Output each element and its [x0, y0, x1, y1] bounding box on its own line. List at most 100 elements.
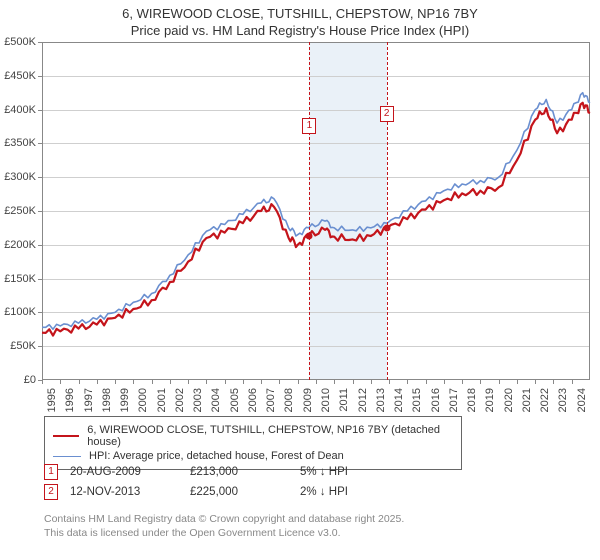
- x-tick: [42, 380, 43, 384]
- x-axis-label: 1997: [83, 388, 95, 412]
- x-axis-label: 2010: [320, 388, 332, 412]
- x-tick: [480, 380, 481, 384]
- x-tick: [407, 380, 408, 384]
- sale-marker-line: [387, 42, 388, 380]
- x-axis-label: 2014: [393, 388, 405, 412]
- x-axis-label: 2009: [302, 388, 314, 412]
- title-line-1: 6, WIREWOOD CLOSE, TUTSHILL, CHEPSTOW, N…: [0, 6, 600, 23]
- attribution: Contains HM Land Registry data © Crown c…: [44, 512, 404, 540]
- sales-price: £213,000: [190, 466, 300, 478]
- x-axis-label: 2019: [484, 388, 496, 412]
- x-axis-label: 2024: [576, 388, 588, 412]
- x-tick: [188, 380, 189, 384]
- x-tick: [371, 380, 372, 384]
- x-tick: [334, 380, 335, 384]
- sale-marker-label: 1: [302, 118, 316, 134]
- x-tick: [353, 380, 354, 384]
- x-tick: [170, 380, 171, 384]
- y-axis-label: £150K: [0, 273, 36, 285]
- x-axis-label: 2013: [375, 388, 387, 412]
- y-axis-label: £50K: [0, 340, 36, 352]
- chart-header: 6, WIREWOOD CLOSE, TUTSHILL, CHEPSTOW, N…: [0, 0, 600, 40]
- sales-row-marker: 2: [44, 484, 58, 500]
- legend-label: 6, WIREWOOD CLOSE, TUTSHILL, CHEPSTOW, N…: [87, 424, 453, 448]
- x-axis-label: 2001: [156, 388, 168, 412]
- y-axis-label: £400K: [0, 104, 36, 116]
- x-tick: [225, 380, 226, 384]
- y-axis-label: £200K: [0, 239, 36, 251]
- sale-marker-dot: [306, 233, 313, 240]
- sales-delta: 5% ↓ HPI: [300, 466, 420, 478]
- x-tick: [133, 380, 134, 384]
- x-tick: [517, 380, 518, 384]
- x-tick: [426, 380, 427, 384]
- x-tick: [462, 380, 463, 384]
- legend-label: HPI: Average price, detached house, Fore…: [89, 450, 344, 462]
- sales-row: 1 20-AUG-2009£213,0005% ↓ HPI: [44, 462, 420, 482]
- x-tick: [444, 380, 445, 384]
- x-axis-label: 1999: [119, 388, 131, 412]
- attribution-line: This data is licensed under the Open Gov…: [44, 526, 404, 540]
- x-axis-label: 2021: [521, 388, 533, 412]
- y-axis-label: £100K: [0, 306, 36, 318]
- y-axis-label: £0: [0, 374, 36, 386]
- x-tick: [115, 380, 116, 384]
- sales-row: 2 12-NOV-2013£225,0002% ↓ HPI: [44, 482, 420, 502]
- x-axis-label: 2011: [338, 388, 350, 412]
- series-svg: [42, 42, 590, 380]
- x-tick: [206, 380, 207, 384]
- x-tick: [535, 380, 536, 384]
- plot-area: 12: [42, 42, 590, 380]
- sales-row-marker: 1: [44, 464, 58, 480]
- x-axis-label: 2016: [430, 388, 442, 412]
- attribution-line: Contains HM Land Registry data © Crown c…: [44, 512, 404, 526]
- x-tick: [261, 380, 262, 384]
- x-axis-label: 2005: [229, 388, 241, 412]
- sales-date: 20-AUG-2009: [70, 466, 190, 478]
- y-axis-label: £250K: [0, 205, 36, 217]
- x-axis-label: 1996: [64, 388, 76, 412]
- sales-price: £225,000: [190, 486, 300, 498]
- y-axis-label: £500K: [0, 36, 36, 48]
- legend-item: 6, WIREWOOD CLOSE, TUTSHILL, CHEPSTOW, N…: [53, 424, 453, 448]
- sales-delta: 2% ↓ HPI: [300, 486, 420, 498]
- x-tick: [572, 380, 573, 384]
- y-axis-label: £300K: [0, 171, 36, 183]
- x-axis-label: 2008: [283, 388, 295, 412]
- x-axis-label: 2015: [411, 388, 423, 412]
- x-tick: [60, 380, 61, 384]
- x-axis-label: 1995: [46, 388, 58, 412]
- sale-marker-line: [309, 42, 310, 380]
- x-tick: [279, 380, 280, 384]
- x-axis-label: 2023: [557, 388, 569, 412]
- sales-table: 1 20-AUG-2009£213,0005% ↓ HPI 2 12-NOV-2013…: [44, 462, 420, 502]
- x-tick: [79, 380, 80, 384]
- x-tick: [553, 380, 554, 384]
- x-axis-label: 2022: [539, 388, 551, 412]
- x-axis-label: 2020: [503, 388, 515, 412]
- sales-date: 12-NOV-2013: [70, 486, 190, 498]
- sale-marker-dot: [383, 224, 390, 231]
- legend-item: HPI: Average price, detached house, Fore…: [53, 450, 453, 462]
- x-tick: [152, 380, 153, 384]
- y-axis-label: £350K: [0, 137, 36, 149]
- x-tick: [243, 380, 244, 384]
- x-tick: [389, 380, 390, 384]
- series-price_paid: [42, 103, 590, 336]
- legend-swatch: [53, 435, 79, 437]
- x-tick: [316, 380, 317, 384]
- x-axis-label: 2003: [192, 388, 204, 412]
- x-axis-label: 2002: [174, 388, 186, 412]
- x-axis-label: 2007: [265, 388, 277, 412]
- x-axis-label: 2012: [357, 388, 369, 412]
- x-axis-label: 2017: [448, 388, 460, 412]
- x-tick: [499, 380, 500, 384]
- x-axis-label: 2018: [466, 388, 478, 412]
- x-axis-label: 2000: [137, 388, 149, 412]
- x-tick: [97, 380, 98, 384]
- sale-marker-label: 2: [380, 106, 394, 122]
- legend-swatch: [53, 456, 81, 457]
- title-line-2: Price paid vs. HM Land Registry's House …: [0, 23, 600, 40]
- x-tick: [298, 380, 299, 384]
- y-axis-label: £450K: [0, 70, 36, 82]
